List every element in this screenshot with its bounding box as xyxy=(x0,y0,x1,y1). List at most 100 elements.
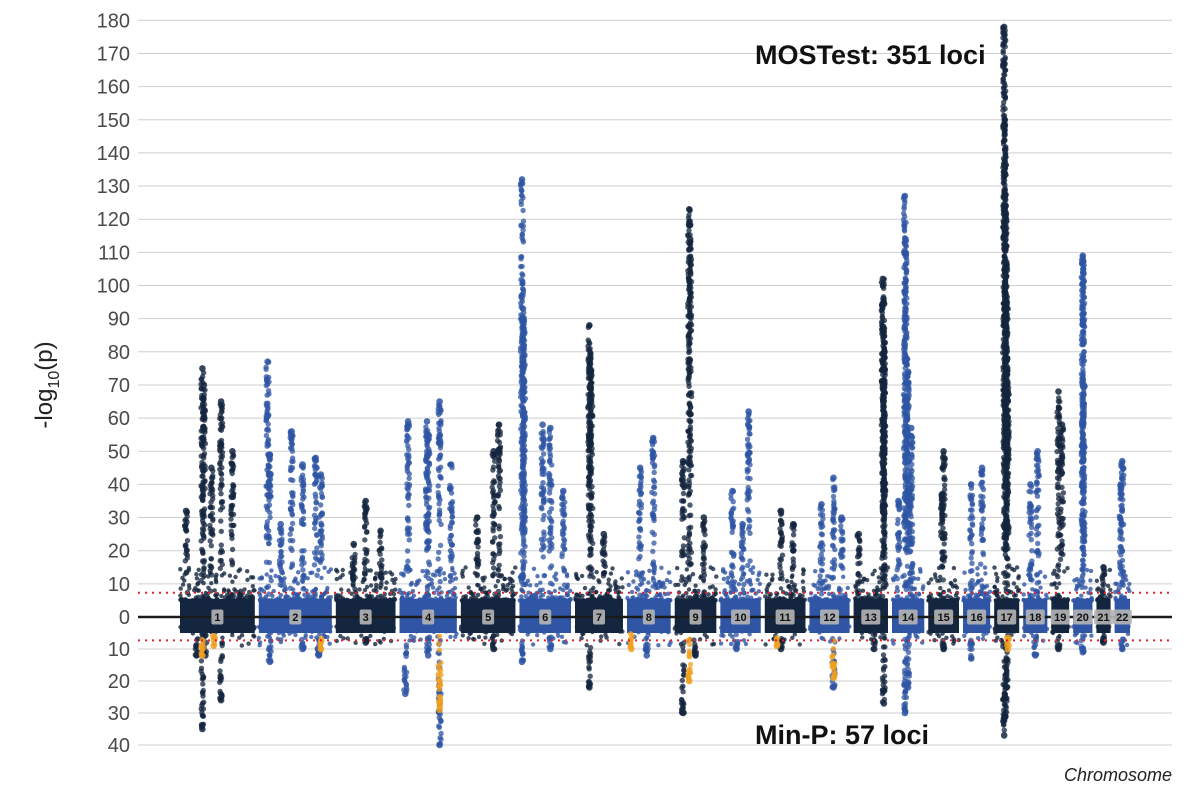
chr-7-point xyxy=(613,579,618,584)
chr-2-peak-top xyxy=(266,658,274,666)
chr-2-point xyxy=(325,597,331,602)
chr-2-peak-point xyxy=(264,379,270,385)
chr-11-peak-point xyxy=(777,564,783,571)
chr-5-point xyxy=(509,586,514,591)
chr-1-peak-point xyxy=(202,387,208,393)
chr-3-point xyxy=(374,628,379,633)
chr-3-peak-point xyxy=(352,586,358,592)
chr-12-peak-point xyxy=(830,527,837,533)
chr-6-peak-point xyxy=(521,549,527,555)
chr-4-point xyxy=(434,628,440,634)
chr-9-peak-point xyxy=(685,222,692,228)
chr-8-point xyxy=(666,630,671,635)
y-tick-upper-50: 50 xyxy=(108,441,130,463)
chr-10-point xyxy=(757,581,762,587)
chr-5-point xyxy=(467,631,472,637)
chr-1-peak-point xyxy=(201,572,207,579)
chr-1-peak-point xyxy=(183,569,190,575)
chr-10-peak-point xyxy=(738,554,744,561)
chr-6-point xyxy=(546,595,551,600)
chr-7-peak-point xyxy=(586,664,592,670)
chr-11-point xyxy=(797,642,802,647)
chr-6-peak-point xyxy=(521,478,528,485)
chr-2-point xyxy=(303,625,309,630)
chr-2-peak-point xyxy=(313,494,319,501)
chr-9-point xyxy=(682,624,687,629)
chr-3-peak-top xyxy=(377,527,384,535)
chr-8-point xyxy=(640,624,645,630)
chr-8-peak-point xyxy=(651,484,658,490)
chr-7-peak-point xyxy=(588,548,594,555)
chr-7-peak-point xyxy=(589,412,596,419)
chr-2-peak-point xyxy=(266,463,272,469)
chr-2-peak-point xyxy=(289,448,296,454)
chr-6-point xyxy=(551,624,556,630)
chr-7-peak-point xyxy=(586,659,592,666)
chr-9-point xyxy=(686,626,691,632)
chr-1-peak-point xyxy=(200,508,206,514)
chr-9-point xyxy=(710,584,715,589)
chr-5-point xyxy=(478,625,483,630)
chr-6-peak-point xyxy=(559,496,566,502)
chr-8-point xyxy=(631,579,636,584)
chr-4-point xyxy=(452,585,458,591)
chr-1-point xyxy=(178,586,183,591)
chr-5-point xyxy=(493,627,498,632)
chr-3-point xyxy=(362,587,368,593)
chr-9-point xyxy=(674,631,679,636)
y-tick-upper-130: 130 xyxy=(97,176,130,198)
chr-5-point xyxy=(475,582,480,588)
chr-9-peak-point xyxy=(687,410,693,416)
y-tick-lower-20: 20 xyxy=(108,671,130,693)
chr-4-point xyxy=(443,629,449,634)
chr-4-peak-point xyxy=(406,446,412,453)
chr-2-peak-point xyxy=(278,548,284,555)
chr-7-point xyxy=(590,629,595,635)
chr-9-peak-point xyxy=(686,380,692,386)
chr-10-peak-point xyxy=(744,436,751,442)
chr-2-point xyxy=(257,640,263,645)
chr-13-peak-point xyxy=(882,339,888,345)
y-tick-upper-140: 140 xyxy=(97,143,130,165)
chr-3-peak-point xyxy=(362,546,368,553)
chr-9-peak-point xyxy=(686,483,692,490)
chr-6-peak-point xyxy=(522,488,528,494)
chr-10-peak-point xyxy=(747,444,753,450)
chr-1-peak-top xyxy=(199,365,206,372)
chr-2-peak-point xyxy=(266,533,272,539)
chr-7-peak-point xyxy=(588,459,594,465)
chr-2-point xyxy=(295,624,300,630)
chr-3-peak-point xyxy=(363,551,369,557)
chr-8-point xyxy=(634,627,639,632)
chr-2-peak-point xyxy=(313,506,319,512)
chr-3-point xyxy=(373,575,378,581)
chr-10-point xyxy=(725,624,731,629)
chr-1-peak-point xyxy=(184,537,191,544)
chr-1-peak-point xyxy=(229,470,235,477)
chr-1-peak-point xyxy=(201,451,208,457)
chr-13-peak-top xyxy=(880,325,888,332)
chr-6-point xyxy=(530,642,536,647)
chr-1-peak-point xyxy=(200,436,207,443)
chr-2-point xyxy=(325,634,330,640)
chr-5-peak-point xyxy=(491,565,497,571)
chr-1-peak-point xyxy=(210,496,216,502)
chr-1-point xyxy=(220,635,225,640)
chr-4-peak-point xyxy=(449,508,455,514)
chr-5-peak-point xyxy=(495,567,502,573)
chr-10-peak-point xyxy=(745,487,751,494)
chr-4-peak-point xyxy=(425,452,432,458)
chr-7-point xyxy=(611,624,616,629)
chr-8-peak-point xyxy=(651,491,658,497)
chr-11-peak-point xyxy=(791,527,797,533)
chr-3-point xyxy=(355,594,360,599)
chr-12-peak-point xyxy=(840,546,846,553)
chr-3-point xyxy=(362,625,367,630)
chr-3-point xyxy=(393,576,398,582)
chr-6-peak-point xyxy=(520,207,526,214)
chr-4-point xyxy=(448,624,453,629)
chr-4-peak-point xyxy=(405,568,411,574)
chr-2-peak-point xyxy=(277,582,283,588)
chr-6-peak-top xyxy=(547,645,554,653)
chr-11-point xyxy=(801,567,806,572)
